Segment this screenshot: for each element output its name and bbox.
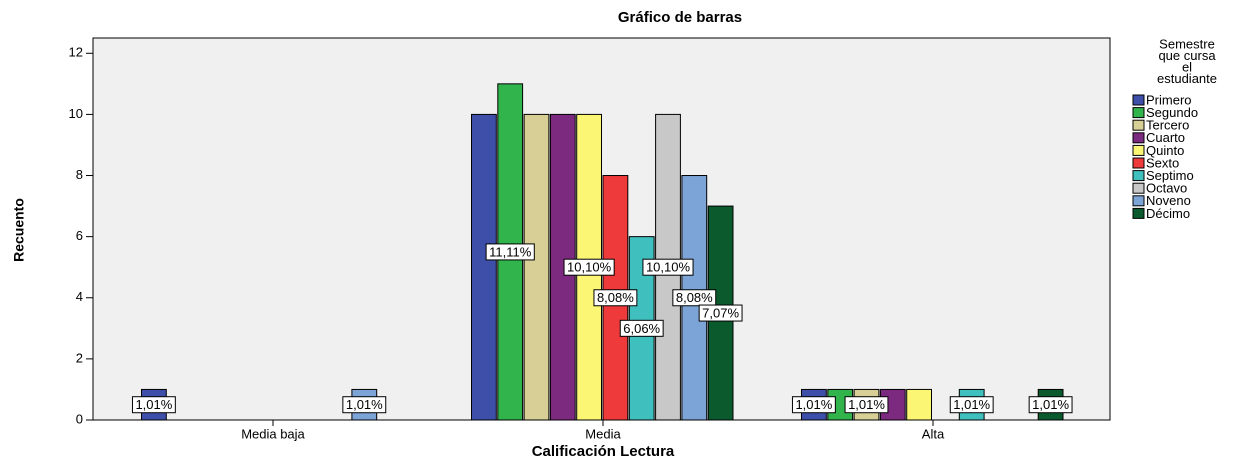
legend-title: estudiante <box>1157 71 1217 86</box>
legend-label: Tercero <box>1146 118 1189 133</box>
x-tick-label: Alta <box>922 426 945 441</box>
data-label-box <box>563 258 615 276</box>
data-label-box <box>672 289 717 307</box>
legend-swatch <box>1132 157 1145 169</box>
data-label: 1,01% <box>848 397 885 412</box>
data-label: 6,06% <box>623 321 660 336</box>
legend-swatch <box>1132 207 1145 219</box>
data-label-box <box>593 289 638 307</box>
data-label: 1,01% <box>135 397 172 412</box>
legend-swatch <box>1132 132 1145 144</box>
y-tick-label: 2 <box>76 350 83 365</box>
data-label-box <box>949 396 994 414</box>
legend-label: Octavo <box>1146 181 1187 196</box>
legend-title: el <box>1182 59 1192 74</box>
data-label: 8,08% <box>597 290 634 305</box>
legend-swatch <box>1132 182 1145 194</box>
data-label-box <box>1028 396 1073 414</box>
legend-swatch <box>1132 94 1145 106</box>
data-label-box <box>619 319 664 337</box>
data-label: 11,11% <box>489 244 532 259</box>
legend-swatch <box>1132 195 1145 207</box>
data-label-box <box>342 396 387 414</box>
chart-title: Gráfico de barras <box>618 9 742 26</box>
legend-label: Primero <box>1146 92 1192 107</box>
data-label: 1,01% <box>795 397 832 412</box>
data-label: 1,01% <box>346 397 383 412</box>
y-tick-label: 12 <box>69 45 83 60</box>
data-label: 1,01% <box>1032 397 1069 412</box>
legend-label: Sexto <box>1146 155 1179 170</box>
data-label-box <box>698 304 743 322</box>
data-label-box <box>131 396 176 414</box>
data-label-box <box>791 396 836 414</box>
bar <box>471 113 497 421</box>
x-tick-label: Media <box>585 426 621 441</box>
legend-label: Noveno <box>1146 193 1191 208</box>
legend-swatch <box>1132 107 1145 119</box>
legend-title: Semestre <box>1159 36 1215 51</box>
data-label: 8,08% <box>676 290 713 305</box>
legend-label: Cuarto <box>1146 130 1185 145</box>
y-tick-label: 6 <box>76 228 83 243</box>
legend-swatch <box>1132 170 1145 182</box>
x-axis-label: Calificación Lectura <box>532 443 675 460</box>
legend-label: Quinto <box>1146 143 1184 158</box>
legend-title: que cursa <box>1158 48 1216 63</box>
y-axis-label: Recuento <box>11 198 27 262</box>
data-label-box <box>844 396 889 414</box>
y-tick-label: 4 <box>76 289 83 304</box>
legend-swatch <box>1132 119 1145 131</box>
legend-label: Septimo <box>1146 168 1194 183</box>
data-label: 10,10% <box>646 260 691 275</box>
data-label-box <box>485 243 535 261</box>
data-label-box <box>642 258 694 276</box>
y-tick-label: 8 <box>76 167 83 182</box>
bar <box>906 388 933 421</box>
y-tick-label: 10 <box>69 106 83 121</box>
bar <box>523 113 550 421</box>
legend-swatch <box>1132 144 1145 156</box>
legend-label: Décimo <box>1146 206 1190 221</box>
legend-label: Segundo <box>1146 105 1198 120</box>
y-tick-label: 0 <box>76 411 83 426</box>
data-label: 1,01% <box>953 397 990 412</box>
x-tick-label: Media baja <box>241 426 305 441</box>
data-label: 7,07% <box>702 305 739 320</box>
data-label: 10,10% <box>567 260 612 275</box>
